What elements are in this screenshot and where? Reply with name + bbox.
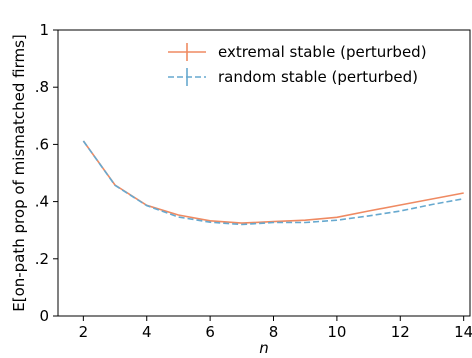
y-tick-label: .8 [35,78,49,96]
y-tick-label: .4 [35,193,49,211]
x-axis-ticks: 2 4 6 8 10 12 14 [79,316,472,341]
series-lines [82,140,464,226]
x-tick-label: 10 [327,323,346,341]
legend-label: extremal stable (perturbed) [218,43,427,61]
x-tick-label: 2 [79,323,89,341]
y-tick-label: .6 [35,135,49,153]
x-tick-label: 8 [269,323,279,341]
y-tick-label: 1 [39,21,49,39]
legend-label: random stable (perturbed) [218,68,418,86]
legend: extremal stable (perturbed) random stable… [168,43,427,86]
plot-area [57,29,471,317]
series-line-random-stable [82,140,464,226]
y-axis-ticks: 0 .2 .4 .6 .8 1 [35,21,58,325]
x-tick-label: 12 [391,323,410,341]
x-tick-label: 14 [454,323,472,341]
y-axis-label: E[on-path prop of mismatched firms] [10,34,28,312]
x-axis-label: n [259,339,269,357]
y-tick-label: .2 [35,250,49,268]
x-tick-label: 4 [142,323,152,341]
y-tick-label: 0 [39,307,49,325]
x-tick-label: 6 [205,323,215,341]
